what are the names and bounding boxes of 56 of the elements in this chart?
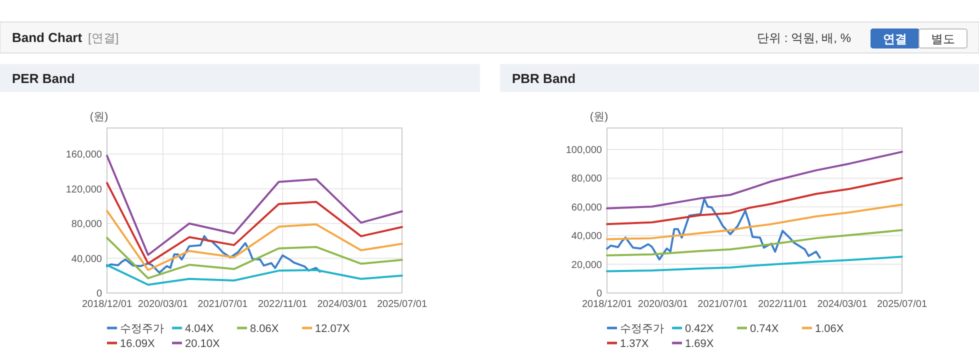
text: Band Chart [12,30,83,45]
legend-label: 1.37X [620,338,650,350]
text: [연결] [88,31,119,45]
legend-label: 1.06X [815,323,844,335]
line-series [106,210,403,271]
y-tick-label: 120,000 [66,184,102,196]
legend-label: 0.42X [685,323,714,335]
x-tick-label: 2020/03/01 [638,299,688,310]
x-tick-label: 2022/11/01 [258,299,308,310]
text: 연결 [883,32,907,46]
x-tick-label: 2021/07/01 [698,299,748,310]
y-tick-label: 40,000 [71,254,102,265]
legend-label: 0.74X [750,323,780,335]
x-tick-label: 2025/07/01 [376,299,428,310]
legend-label: 1.69X [685,338,714,350]
legend-label: 수정주가 [120,323,164,335]
x-tick-label: 2025/07/01 [876,299,928,310]
line-series [606,198,821,260]
x-tick-label: 2024/03/01 [317,299,368,310]
y-tick-label: 80,000 [71,219,102,230]
x-tick-label: 2020/03/01 [138,299,188,310]
line-series [606,177,903,226]
line-series [606,256,903,272]
y-tick-label: 100,000 [566,145,602,156]
chart-title: PBR Band [512,71,576,86]
x-tick-label: 2024/03/01 [817,299,868,310]
text: 단위 : 억원, 배, % [756,31,852,45]
line-series [106,235,321,274]
y-tick-label: 60,000 [571,202,602,214]
y-tick-label: 160,000 [66,150,102,161]
legend-label: 20.10X [185,338,221,350]
y-tick-label: 40,000 [571,231,602,242]
x-tick-label: 2021/07/01 [198,299,248,310]
line-series [106,182,403,264]
y-axis-title: (원) [590,111,608,123]
y-tick-label: 0 [96,288,102,300]
line-series [106,236,403,280]
legend-label: 수정주가 [620,323,664,335]
line-series [106,154,403,256]
line-series [606,204,903,240]
line-series [606,229,903,256]
y-tick-label: 20,000 [571,260,602,271]
y-tick-label: 80,000 [571,174,602,185]
line-series [606,150,903,210]
legend-label: 4.04X [185,323,214,335]
text: 별도 [931,32,955,46]
legend-label: 16.09X [120,338,156,350]
chart-title: PER Band [12,71,75,86]
line-series [106,264,403,286]
y-tick-label: 0 [596,288,602,300]
legend-label: 12.07X [315,323,351,335]
x-tick-label: 2018/12/01 [582,299,632,310]
y-axis-title: (원) [90,111,108,123]
x-tick-label: 2018/12/01 [82,299,132,310]
x-tick-label: 2022/11/01 [758,299,808,310]
legend-label: 8.06X [250,323,280,335]
